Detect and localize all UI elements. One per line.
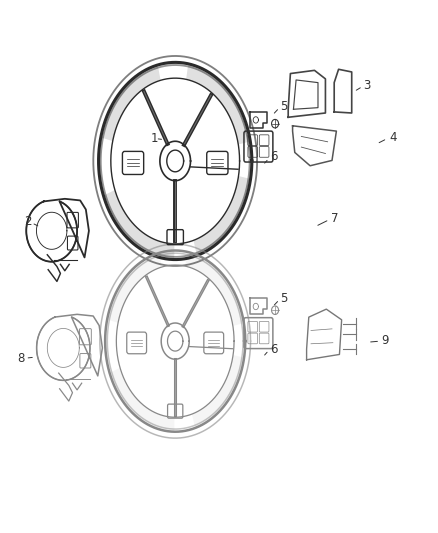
Polygon shape xyxy=(194,176,251,255)
Polygon shape xyxy=(101,65,161,141)
Polygon shape xyxy=(103,190,174,260)
Text: 8: 8 xyxy=(18,352,25,365)
Polygon shape xyxy=(186,64,251,144)
Text: 5: 5 xyxy=(280,100,288,113)
Text: 4: 4 xyxy=(389,131,396,144)
Text: 1: 1 xyxy=(150,132,158,145)
Polygon shape xyxy=(107,253,162,323)
Text: 9: 9 xyxy=(381,334,389,346)
Text: 2: 2 xyxy=(24,215,32,228)
Polygon shape xyxy=(185,252,244,326)
Text: 3: 3 xyxy=(364,79,371,92)
Polygon shape xyxy=(192,355,244,428)
Text: 6: 6 xyxy=(270,150,277,163)
Polygon shape xyxy=(110,368,174,432)
Text: 5: 5 xyxy=(280,292,288,305)
Text: 6: 6 xyxy=(270,343,277,356)
Text: 7: 7 xyxy=(331,212,338,225)
